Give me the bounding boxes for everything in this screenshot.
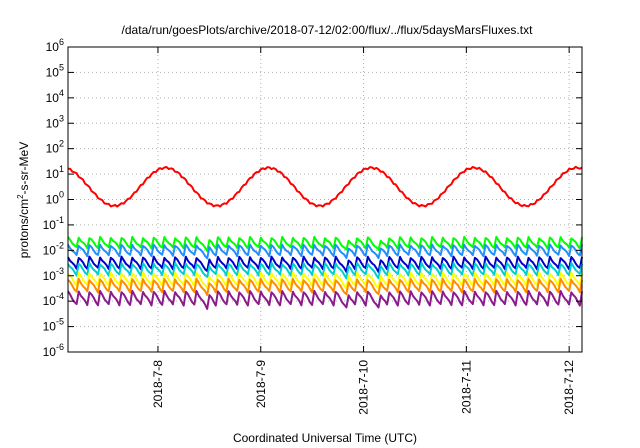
y-tick-label-exponent: -2 [56,240,64,250]
axis-layer: 10-610-510-410-310-210-11001011021031041… [43,37,582,415]
series-line [67,255,583,273]
y-tick-label-base: 10 [43,294,57,308]
y-tick-label: 102 [46,139,64,156]
y-tick-label: 104 [46,88,64,105]
y-tick-label-base: 10 [46,116,60,130]
y-axis-label-superscript: 2 [16,194,25,199]
x-axis-label: Coordinated Universal Time (UTC) [233,431,417,445]
series-line [67,289,583,310]
series-line [67,235,583,253]
x-tick-label: 2018-7-8 [151,360,165,408]
x-tick-label: 2018-7-10 [357,360,371,415]
y-tick-label-base: 10 [43,243,57,257]
series-line [67,277,583,296]
y-tick-label-exponent: 5 [59,62,64,72]
y-tick-label-exponent: 6 [59,37,64,47]
y-tick-label-base: 10 [46,167,60,181]
y-tick-label: 10-2 [43,240,64,257]
plot-frame [67,46,583,353]
series-line [67,271,583,290]
y-tick-label-base: 10 [46,193,60,207]
series-line [67,261,583,280]
y-tick-label-exponent: 3 [59,113,64,123]
x-tick-label: 2018-7-9 [254,360,268,408]
y-tick-label-exponent: -5 [56,317,64,327]
series-layer [67,165,583,310]
x-tick-label: 2018-7-12 [562,360,576,415]
y-tick-label: 10-1 [43,215,64,232]
series-line [68,165,583,208]
y-tick-label-base: 10 [46,65,60,79]
y-tick-label: 100 [46,190,64,207]
y-tick-label-exponent: -4 [56,291,64,301]
y-tick-label-exponent: 1 [59,164,64,174]
y-axis-label: protons/cm2-s-sr-MeV [16,142,31,258]
chart-title: /data/run/goesPlots/archive/2018-07-12/0… [122,23,534,37]
y-tick-label-base: 10 [43,320,57,334]
y-tick-label-base: 10 [46,91,60,105]
y-tick-label-exponent: -6 [56,342,64,352]
y-tick-label-exponent: -1 [56,215,64,225]
y-tick-label: 106 [46,37,64,54]
y-tick-label: 105 [46,62,64,79]
y-tick-label-exponent: 2 [59,139,64,149]
grid [68,47,582,352]
y-tick-label-exponent: 0 [59,190,64,200]
x-tick-label: 2018-7-11 [459,360,473,414]
y-tick-label-base: 10 [43,345,57,359]
y-tick-label: 10-3 [43,266,64,283]
y-tick-label: 10-4 [43,291,64,308]
y-tick-label-base: 10 [46,40,60,54]
y-tick-label-base: 10 [43,218,57,232]
y-axis-label-prefix: protons/cm [17,199,31,258]
series-line [67,243,583,260]
y-tick-label-base: 10 [43,269,57,283]
y-tick-label: 10-5 [43,317,64,334]
y-tick-label: 101 [46,164,64,181]
y-tick-label-exponent: -3 [56,266,64,276]
y-tick-label: 103 [46,113,64,130]
y-tick-label-exponent: 4 [59,88,64,98]
y-axis-label-suffix: -s-sr-MeV [17,142,31,195]
y-tick-label-base: 10 [46,142,60,156]
y-tick-label: 10-6 [43,342,64,359]
